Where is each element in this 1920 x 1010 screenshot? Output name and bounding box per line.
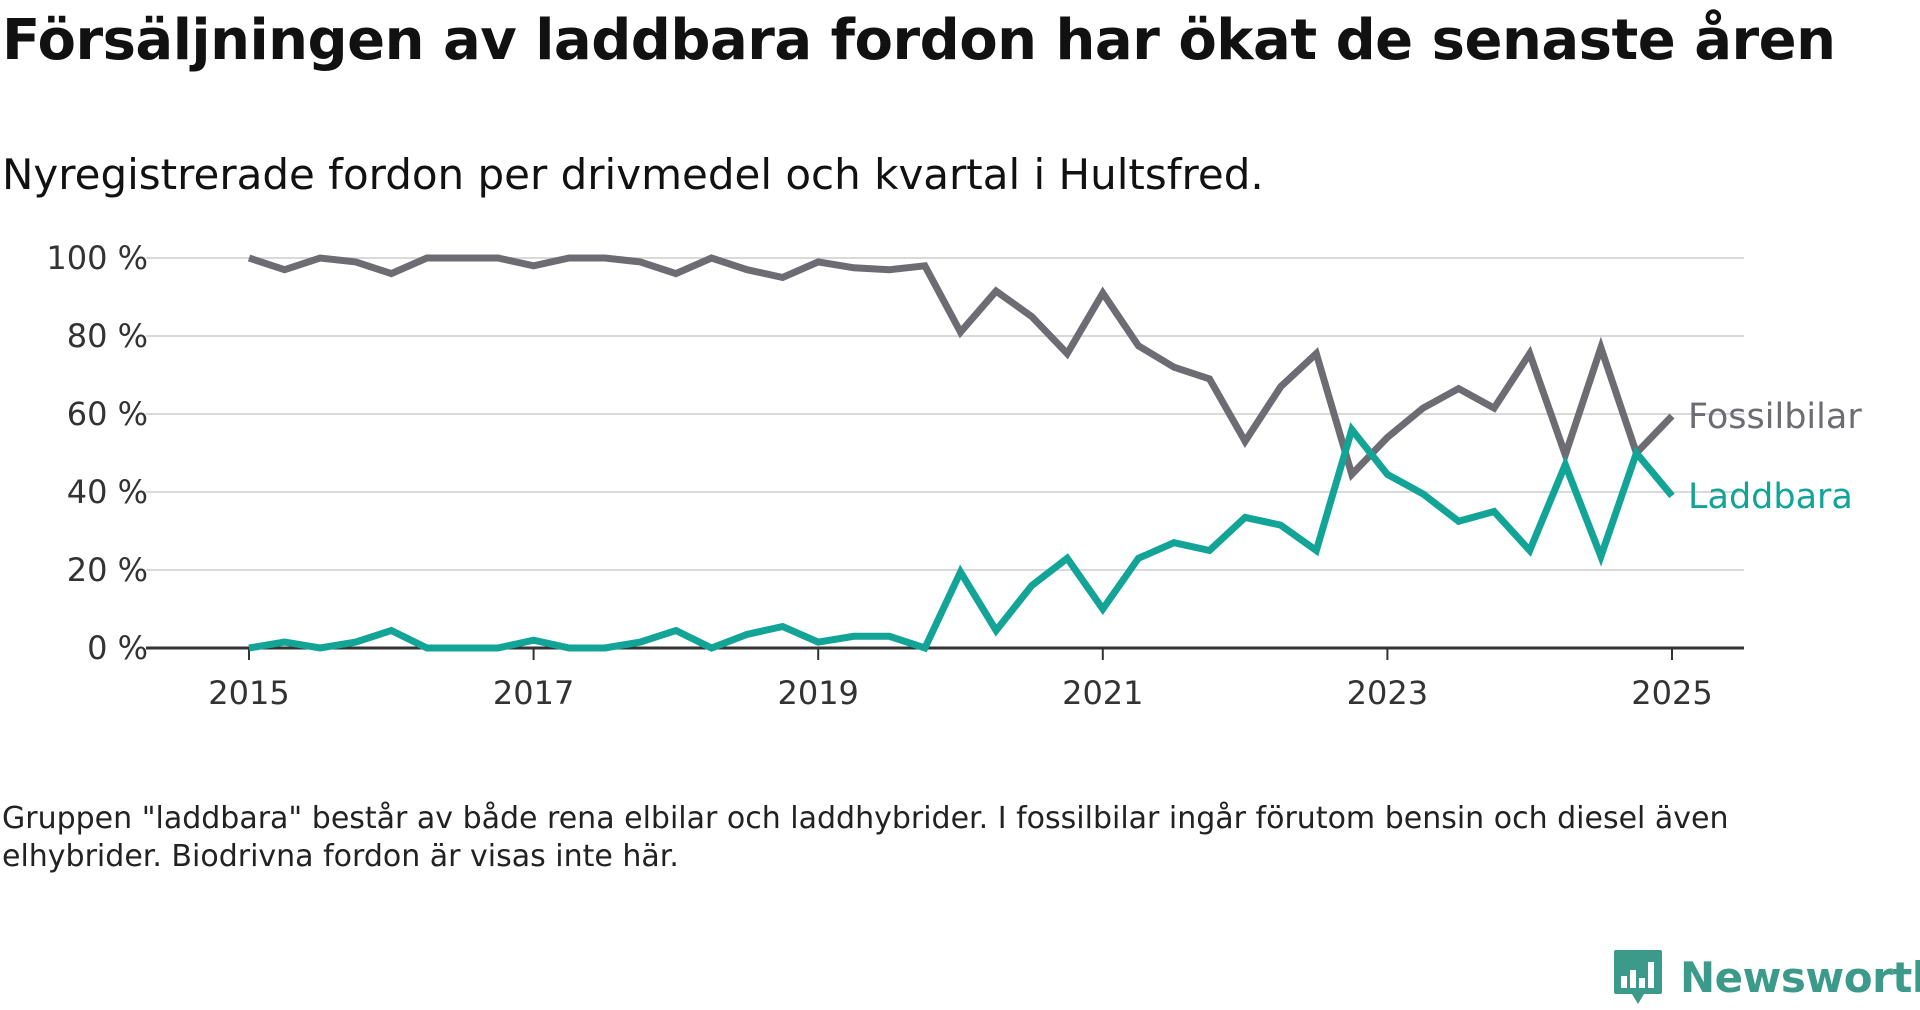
- newsworthy-logo-icon: [1614, 950, 1662, 1004]
- x-tick-label: 2015: [208, 674, 289, 712]
- y-tick-label: 100 %: [46, 239, 148, 277]
- series-line-laddbara: [248, 422, 1675, 653]
- x-tick-label: 2021: [1062, 674, 1143, 712]
- x-tick-label: 2017: [493, 674, 574, 712]
- brand-name: Newsworthy: [1680, 952, 1920, 1002]
- brand-logo: Newsworthy: [1612, 948, 1920, 1006]
- chart-title: Försäljningen av laddbara fordon har öka…: [2, 8, 1836, 73]
- chart-footnote: Gruppen "laddbara" består av både rena e…: [2, 801, 1729, 874]
- x-tick-label: 2019: [777, 674, 858, 712]
- chart-subtitle: Nyregistrerade fordon per drivmedel och …: [2, 150, 1264, 199]
- series-label-fossilbilar: Fossilbilar: [1688, 397, 1862, 437]
- y-tick-label: 40 %: [67, 473, 148, 511]
- x-tick-label: 2025: [1631, 674, 1712, 712]
- x-tick-label: 2023: [1347, 674, 1428, 712]
- series-line-fossilbilar: [247, 254, 1675, 482]
- y-tick-label: 0 %: [87, 629, 148, 667]
- series-label-laddbara: Laddbara: [1688, 477, 1853, 517]
- y-tick-label: 80 %: [67, 317, 148, 355]
- y-tick-label: 60 %: [67, 395, 148, 433]
- line-chart: 0 % 20 % 40 % 60 % 80 % 100 % 2015 2017 2019 2021…: [46, 239, 1862, 712]
- y-tick-label: 20 %: [67, 551, 148, 589]
